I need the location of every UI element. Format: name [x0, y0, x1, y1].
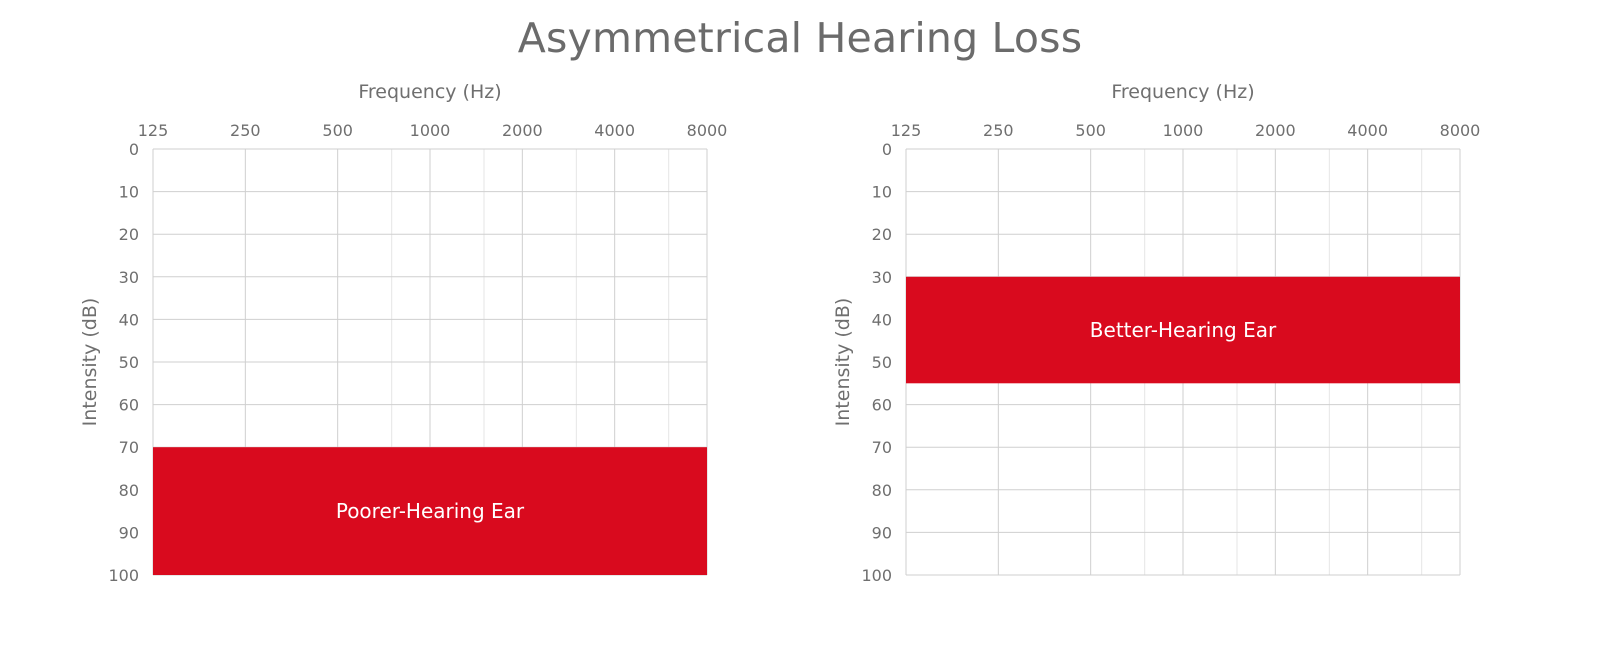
y-tick-label: 0	[129, 140, 139, 159]
y-tick-label: 100	[108, 566, 139, 585]
x-tick-label: 250	[230, 121, 261, 140]
x-tick-label: 125	[891, 121, 922, 140]
y-tick-label: 20	[119, 225, 139, 244]
x-tick-label: 1000	[410, 121, 451, 140]
hearing-range-band	[153, 447, 707, 575]
x-tick-labels: 125 250 500 1000 2000 4000 8000	[138, 121, 728, 140]
band-layer: Poorer-Hearing Ear	[153, 447, 707, 575]
x-tick-label: 2000	[1255, 121, 1296, 140]
y-tick-label: 0	[882, 140, 892, 159]
y-tick-labels: 0 10 20 30 40 50 60 70 80 90 100	[108, 140, 139, 585]
x-tick-label: 2000	[502, 121, 543, 140]
x-axis-title: Frequency (Hz)	[358, 81, 501, 103]
x-tick-label: 4000	[594, 121, 635, 140]
y-tick-label: 10	[872, 183, 892, 202]
y-tick-label: 70	[119, 438, 139, 457]
y-tick-label: 10	[119, 183, 139, 202]
y-tick-label: 50	[872, 353, 892, 372]
y-tick-label: 70	[872, 438, 892, 457]
band-label: Better-Hearing Ear	[1090, 318, 1277, 342]
x-tick-label: 500	[1075, 121, 1106, 140]
band-layer: Better-Hearing Ear	[906, 276, 1460, 384]
hearing-range-band	[906, 276, 1460, 384]
y-tick-label: 80	[872, 481, 892, 500]
x-tick-label: 250	[983, 121, 1014, 140]
y-tick-label: 80	[119, 481, 139, 500]
y-tick-label: 90	[872, 523, 892, 542]
y-tick-label: 60	[872, 396, 892, 415]
x-axis-title: Frequency (Hz)	[1111, 81, 1254, 103]
x-tick-labels: 125 250 500 1000 2000 4000 8000	[891, 121, 1481, 140]
y-axis-title: Intensity (dB)	[79, 298, 101, 427]
y-tick-label: 60	[119, 396, 139, 415]
x-tick-label: 8000	[687, 121, 728, 140]
y-tick-label: 40	[119, 310, 139, 329]
x-tick-label: 4000	[1347, 121, 1388, 140]
x-tick-label: 1000	[1163, 121, 1204, 140]
x-tick-label: 500	[322, 121, 353, 140]
x-tick-label: 8000	[1440, 121, 1481, 140]
y-tick-label: 100	[861, 566, 892, 585]
y-tick-label: 50	[119, 353, 139, 372]
y-tick-label: 90	[119, 523, 139, 542]
y-tick-label: 20	[872, 225, 892, 244]
y-axis-title: Intensity (dB)	[832, 298, 854, 427]
y-tick-label: 40	[872, 310, 892, 329]
page-title: Asymmetrical Hearing Loss	[517, 14, 1083, 62]
x-tick-label: 125	[138, 121, 169, 140]
band-label: Poorer-Hearing Ear	[336, 499, 525, 523]
y-tick-labels: 0 10 20 30 40 50 60 70 80 90 100	[861, 140, 892, 585]
y-tick-label: 30	[872, 268, 892, 287]
y-tick-label: 30	[119, 268, 139, 287]
